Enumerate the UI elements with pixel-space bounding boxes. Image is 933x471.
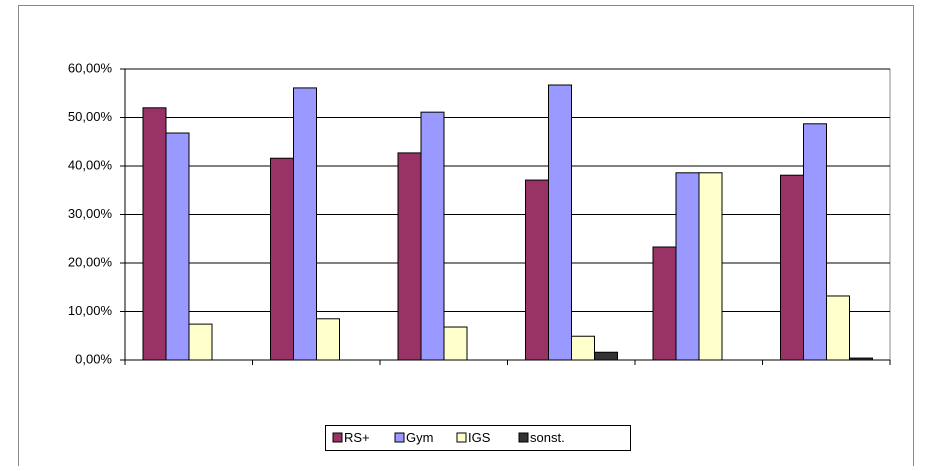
bar xyxy=(525,179,549,361)
legend-label: Gym xyxy=(406,430,433,445)
bar xyxy=(803,123,827,361)
legend-label: IGS xyxy=(468,430,491,445)
legend-swatch xyxy=(456,432,467,443)
y-tick-label: 10,00% xyxy=(68,303,113,318)
bar xyxy=(548,84,572,361)
y-tick-label: 50,00% xyxy=(68,109,113,124)
bar xyxy=(443,326,468,361)
bar xyxy=(165,132,190,361)
bar xyxy=(142,107,167,361)
bar xyxy=(780,174,804,361)
y-tick-label: 40,00% xyxy=(68,157,113,172)
y-tick-label: 0,00% xyxy=(75,351,112,366)
bar xyxy=(420,111,445,361)
legend-swatch xyxy=(394,432,405,443)
bar xyxy=(698,172,723,361)
bar xyxy=(188,323,213,361)
y-tick-label: 30,00% xyxy=(68,206,113,221)
bar xyxy=(652,246,677,361)
y-tick-label: 20,00% xyxy=(68,254,113,269)
bar xyxy=(826,295,850,361)
legend-label: RS+ xyxy=(344,430,370,445)
bar xyxy=(293,87,317,361)
legend-label: sonst. xyxy=(530,430,565,445)
bar xyxy=(594,351,618,361)
y-tick-label: 60,00% xyxy=(68,60,113,75)
bar xyxy=(270,157,294,361)
bar xyxy=(316,318,340,361)
bar xyxy=(571,335,595,361)
legend-swatch xyxy=(332,432,343,443)
legend-box xyxy=(325,425,631,451)
bar xyxy=(675,172,700,361)
legend-swatch xyxy=(518,432,529,443)
bar xyxy=(397,152,422,361)
